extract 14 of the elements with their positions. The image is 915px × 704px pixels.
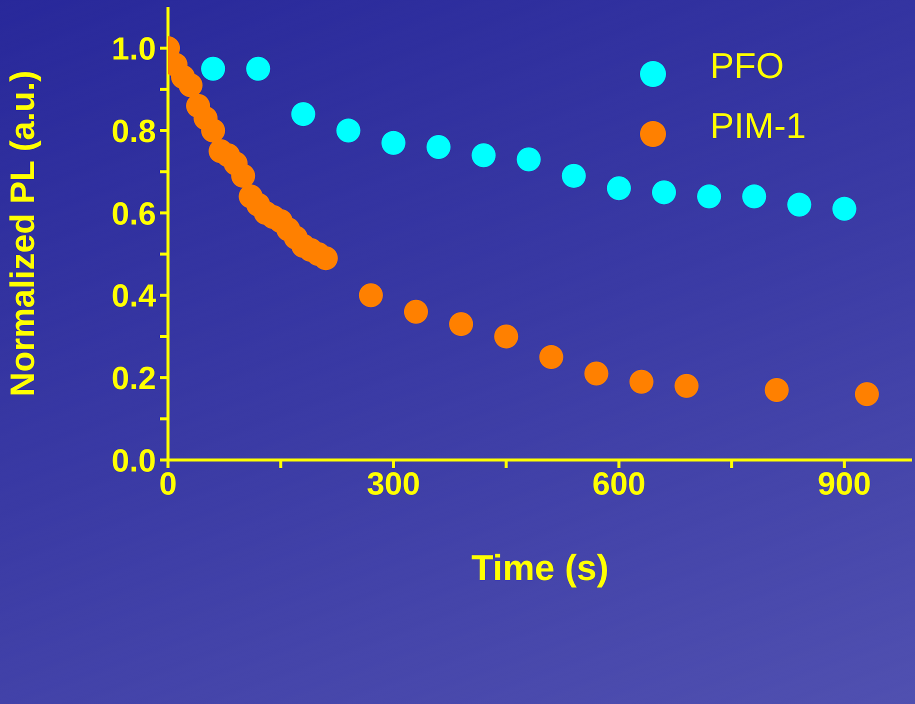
x-tick-label: 0 xyxy=(159,466,177,502)
x-tick-label: 600 xyxy=(592,466,646,502)
y-tick-label: 0.4 xyxy=(112,278,156,314)
y-tick-label: 1.0 xyxy=(112,30,156,67)
x-tick-label: 300 xyxy=(366,466,420,502)
y-tick-label: 0.8 xyxy=(112,112,156,149)
y-axis-title: Normalized PL (a.u.) xyxy=(4,70,42,397)
y-tick-label: 0.6 xyxy=(112,195,156,232)
legend-label: PFO xyxy=(710,45,784,86)
legend-label: PIM-1 xyxy=(710,105,806,146)
x-tick-label: 900 xyxy=(818,466,872,502)
y-tick-label: 0.0 xyxy=(112,442,156,478)
x-axis-title: Time (s) xyxy=(471,547,609,588)
y-tick-label: 0.2 xyxy=(112,360,156,396)
